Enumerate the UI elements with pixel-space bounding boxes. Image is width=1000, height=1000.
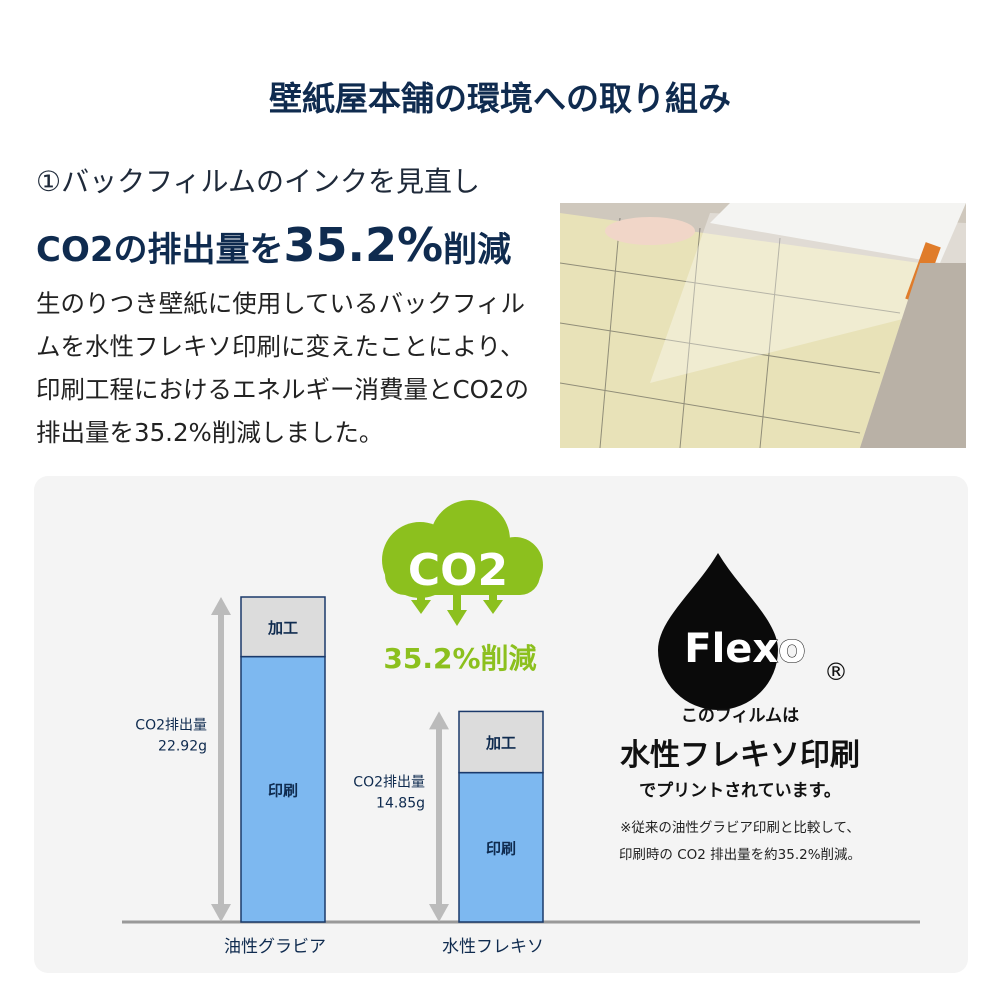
category-label: 油性グラビア: [224, 937, 326, 957]
flexo-drop-logo: Flexo ®: [658, 553, 848, 710]
category-label: 水性フレキソ: [442, 937, 544, 957]
segment-label: 加工: [485, 734, 516, 752]
total-value: 14.85g: [376, 796, 425, 812]
total-label: CO2排出量: [353, 775, 425, 791]
product-photo: [560, 203, 966, 448]
headline-pre: CO2の排出量を: [36, 230, 284, 270]
total-value: 22.92g: [158, 739, 207, 755]
flexo-line3: でプリントされています。: [639, 781, 841, 801]
flexo-logo-text: Flexo: [684, 626, 805, 672]
flexo-line1: このフィルムは: [680, 706, 800, 726]
section-subtitle: ①バックフィルムのインクを見直し: [36, 165, 480, 198]
headline-post: 削減: [443, 230, 512, 270]
bar-segment: [458, 771, 544, 923]
body-text: 生のりつき壁紙に使用しているバックフィルムを水性フレキソ印刷に変えたことにより、…: [36, 289, 529, 447]
arrow-head-up: [429, 711, 449, 730]
bar-segment: [240, 596, 326, 658]
flexo-note2: 印刷時の CO2 排出量を約35.2%削減。: [618, 847, 862, 863]
co2-cloud-icon: CO2: [382, 500, 543, 626]
flexo-line2: 水性フレキソ印刷: [620, 738, 860, 773]
cloud-text: CO2: [408, 545, 508, 596]
segment-label: 加工: [267, 619, 298, 637]
page-title: 壁紙屋本舗の環境への取り組み: [269, 79, 731, 118]
arrow-head-down: [429, 904, 449, 922]
headline-value: 35.2%: [283, 218, 444, 272]
registered-mark: ®: [824, 658, 848, 686]
arrow-head-up: [211, 597, 231, 615]
segment-label: 印刷: [268, 781, 298, 799]
flexo-note1: ※従来の油性グラビア印刷と比較して、: [620, 820, 860, 836]
segment-label: 印刷: [486, 839, 516, 857]
bar-segment: [240, 655, 326, 923]
reduction-label: 35.2%削減: [383, 642, 536, 675]
bar-segment: [458, 710, 544, 774]
total-label: CO2排出量: [135, 718, 207, 734]
headline: CO2の排出量を35.2%削減: [36, 218, 511, 272]
arrow-head-down: [211, 904, 231, 922]
